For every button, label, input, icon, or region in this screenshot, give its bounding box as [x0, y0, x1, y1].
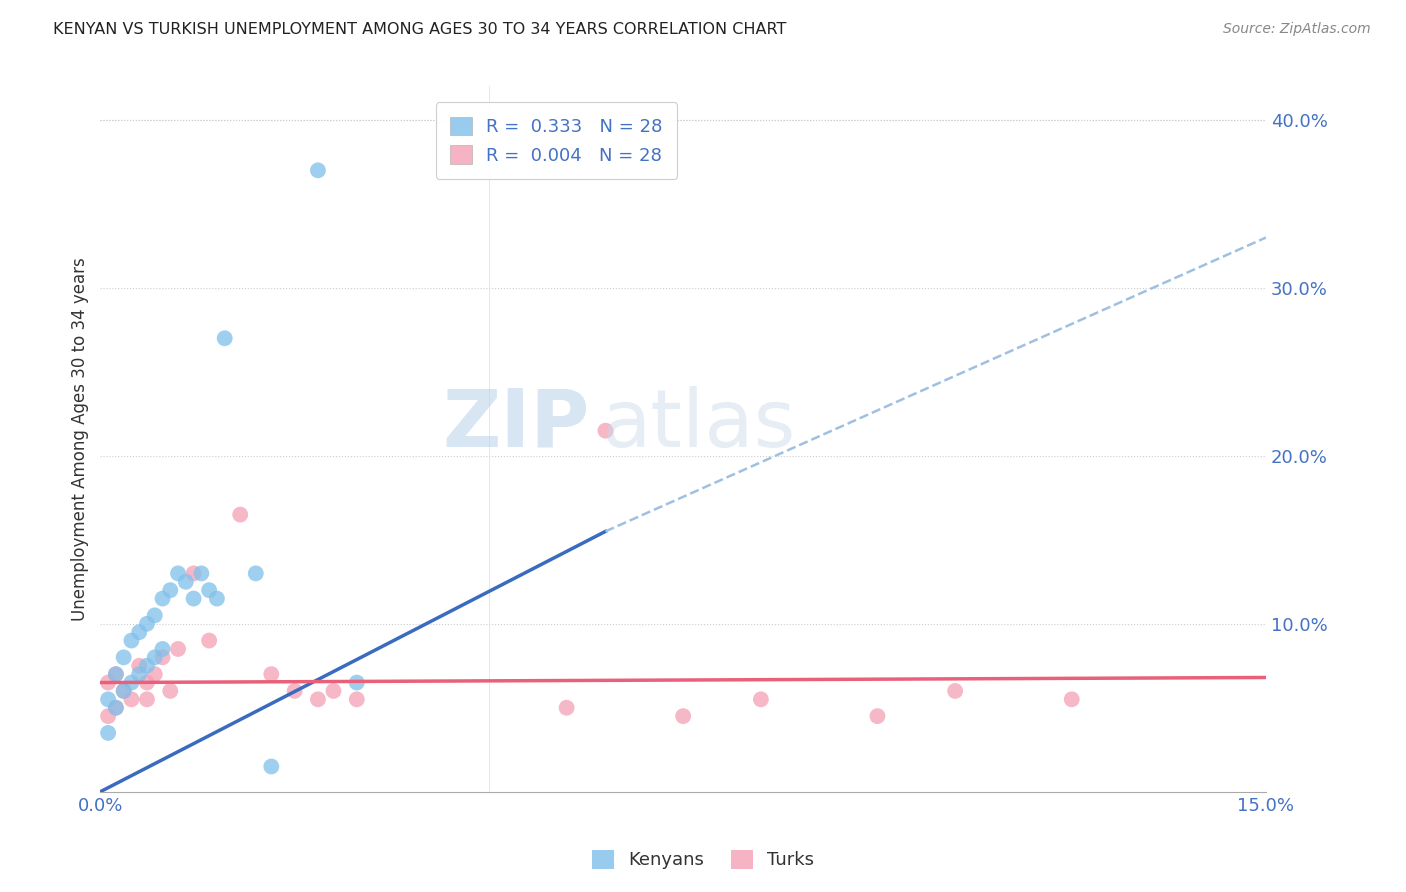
Point	[136, 658, 159, 673]
Point	[143, 667, 166, 681]
Point	[1060, 692, 1083, 706]
Point	[112, 684, 135, 698]
Point	[143, 650, 166, 665]
Point	[346, 692, 368, 706]
Point	[97, 709, 120, 723]
Point	[152, 642, 174, 657]
Point	[198, 583, 221, 598]
Point	[595, 424, 617, 438]
Point	[307, 692, 329, 706]
Point	[167, 642, 190, 657]
Point	[159, 583, 181, 598]
Point	[260, 759, 283, 773]
Text: Source: ZipAtlas.com: Source: ZipAtlas.com	[1223, 22, 1371, 37]
Point	[190, 566, 212, 581]
Point	[104, 667, 127, 681]
Y-axis label: Unemployment Among Ages 30 to 34 years: Unemployment Among Ages 30 to 34 years	[72, 257, 89, 621]
Point	[322, 684, 344, 698]
Point	[167, 566, 190, 581]
Point	[120, 675, 142, 690]
Point	[104, 667, 127, 681]
Point	[120, 633, 142, 648]
Point	[672, 709, 695, 723]
Point	[307, 163, 329, 178]
Point	[128, 625, 150, 640]
Point	[284, 684, 307, 698]
Point	[346, 675, 368, 690]
Point	[555, 700, 578, 714]
Text: ZIP: ZIP	[443, 386, 591, 464]
Legend: Kenyans, Turks: Kenyans, Turks	[583, 841, 823, 879]
Point	[104, 700, 127, 714]
Point	[214, 331, 236, 345]
Point	[128, 667, 150, 681]
Point	[749, 692, 772, 706]
Point	[183, 591, 205, 606]
Point	[136, 675, 159, 690]
Point	[159, 684, 181, 698]
Point	[112, 684, 135, 698]
Legend: R =  0.333   N = 28, R =  0.004   N = 28: R = 0.333 N = 28, R = 0.004 N = 28	[436, 103, 678, 179]
Point	[866, 709, 889, 723]
Point	[143, 608, 166, 623]
Point	[128, 658, 150, 673]
Point	[229, 508, 252, 522]
Point	[97, 726, 120, 740]
Point	[174, 574, 197, 589]
Point	[136, 692, 159, 706]
Point	[120, 692, 142, 706]
Text: KENYAN VS TURKISH UNEMPLOYMENT AMONG AGES 30 TO 34 YEARS CORRELATION CHART: KENYAN VS TURKISH UNEMPLOYMENT AMONG AGE…	[53, 22, 787, 37]
Point	[205, 591, 228, 606]
Point	[943, 684, 966, 698]
Point	[198, 633, 221, 648]
Point	[97, 692, 120, 706]
Point	[245, 566, 267, 581]
Point	[136, 616, 159, 631]
Point	[112, 650, 135, 665]
Point	[97, 675, 120, 690]
Point	[183, 566, 205, 581]
Point	[104, 700, 127, 714]
Point	[152, 591, 174, 606]
Point	[152, 650, 174, 665]
Text: atlas: atlas	[602, 386, 796, 464]
Point	[260, 667, 283, 681]
